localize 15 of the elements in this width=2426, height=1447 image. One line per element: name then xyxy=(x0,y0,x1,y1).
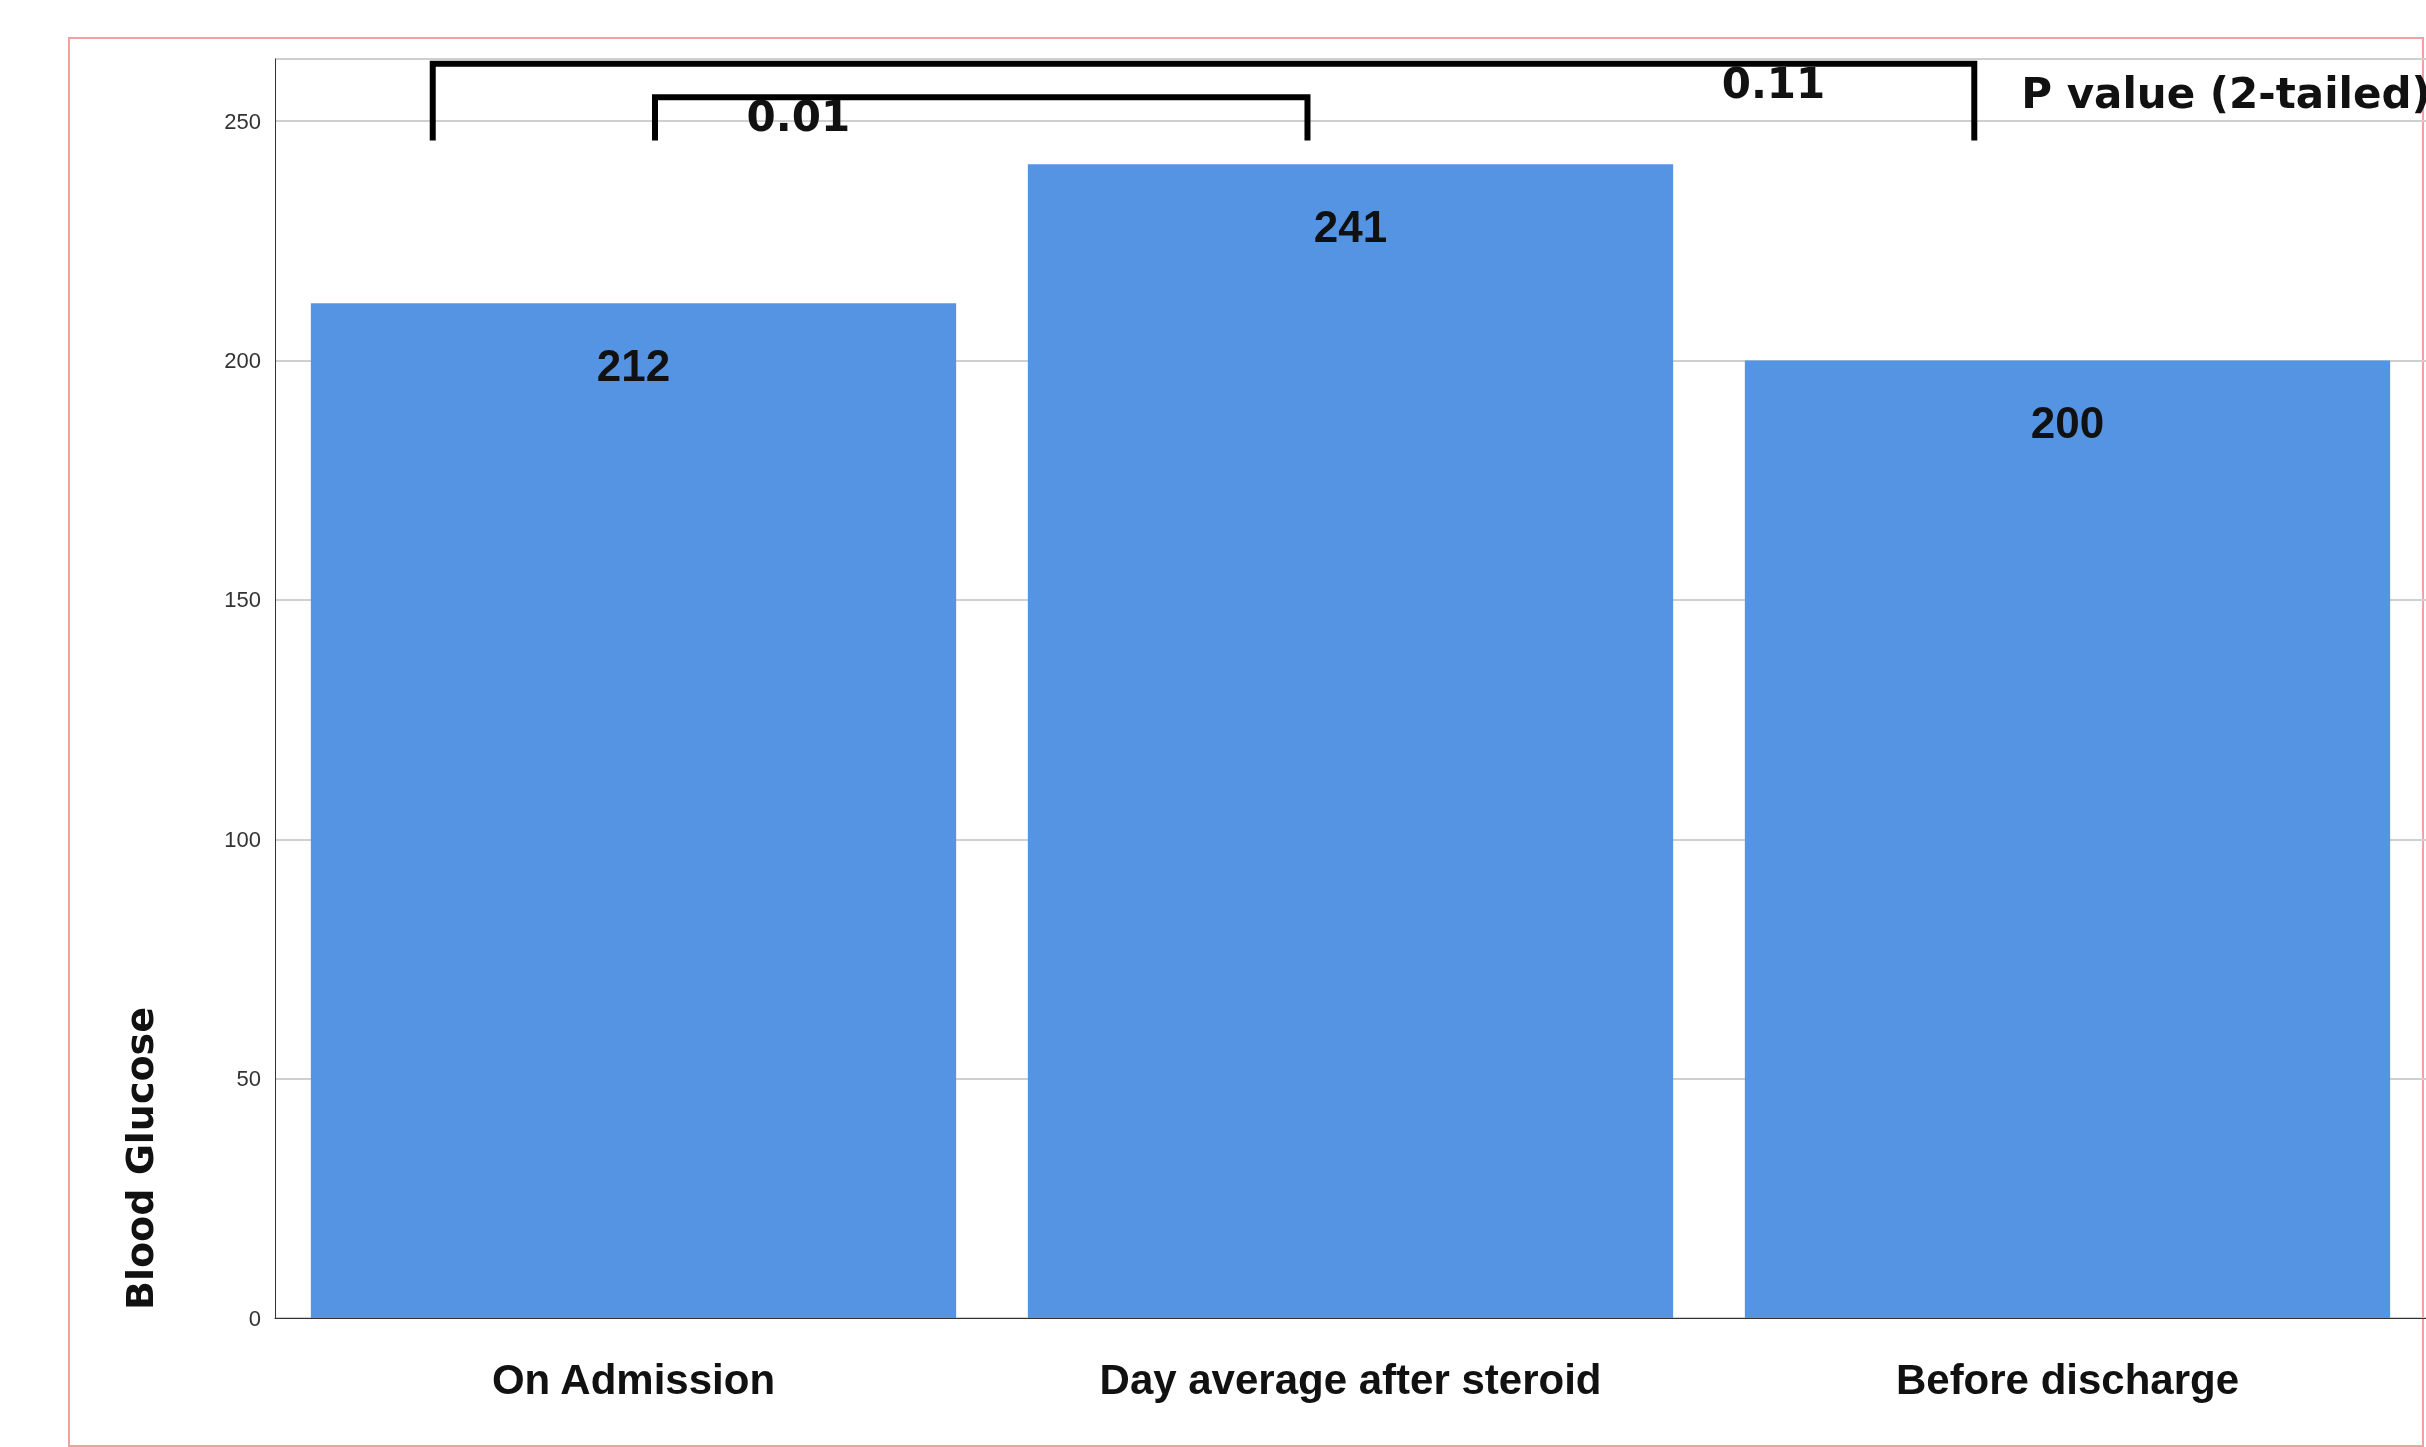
y-tick-label: 0 xyxy=(248,1305,261,1331)
x-tick-label: On Admission xyxy=(491,1355,776,1403)
y-tick-label: 50 xyxy=(236,1066,261,1092)
data-label: 200 xyxy=(2030,398,2105,448)
y-tick-label: 150 xyxy=(224,587,261,613)
annotation: 0.11 xyxy=(1721,58,1826,108)
data-label: 212 xyxy=(596,340,671,390)
x-tick-label: Day average after steroid xyxy=(1099,1355,1602,1403)
annotation: 0.01 xyxy=(746,91,851,141)
y-axis-title: Blood Glucose xyxy=(118,1007,162,1310)
x-tick-label: Before discharge xyxy=(1895,1355,2240,1403)
y-tick-label: 100 xyxy=(224,826,261,852)
y-tick-label: 200 xyxy=(224,348,261,374)
data-label: 241 xyxy=(1313,201,1388,251)
y-tick-label: 250 xyxy=(224,108,261,134)
